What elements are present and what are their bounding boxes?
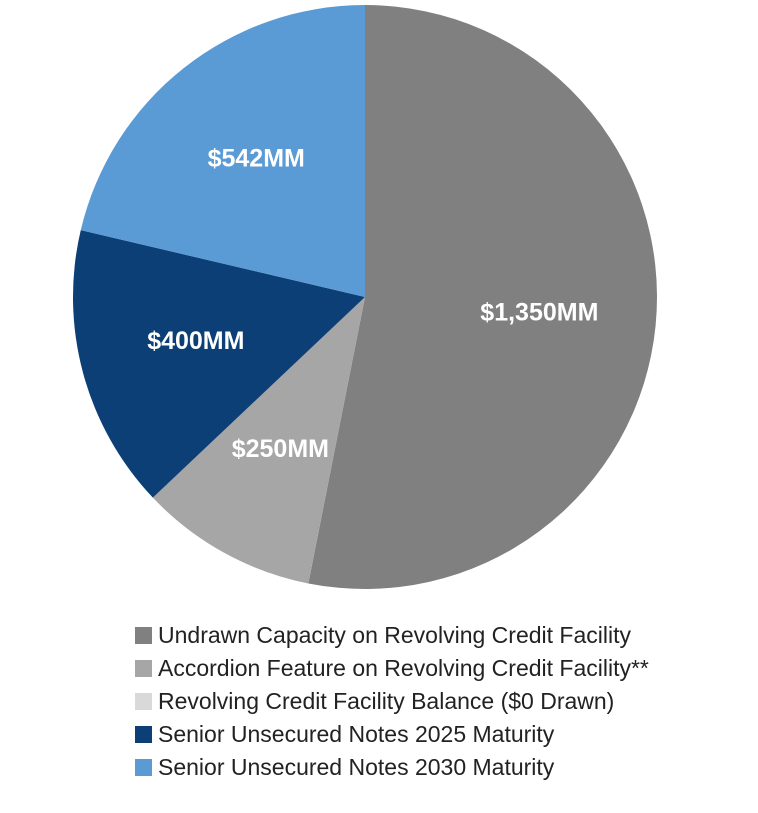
legend-label: Undrawn Capacity on Revolving Credit Fac… xyxy=(158,622,631,648)
legend-swatch xyxy=(135,693,152,710)
legend-label: Accordion Feature on Revolving Credit Fa… xyxy=(158,655,649,681)
legend-label: Senior Unsecured Notes 2030 Maturity xyxy=(158,754,555,780)
legend-swatch xyxy=(135,627,152,644)
pie-slice xyxy=(73,230,365,498)
value-label: $542MM xyxy=(208,144,305,172)
pie-slice xyxy=(80,5,366,297)
legend-swatch xyxy=(135,726,152,743)
pie-slice xyxy=(308,5,658,589)
legend-swatch xyxy=(135,660,152,677)
value-label: $1,350MM xyxy=(480,299,598,327)
legend-label: Senior Unsecured Notes 2025 Maturity xyxy=(158,721,555,747)
value-label: $250MM xyxy=(232,435,329,463)
pie-slice xyxy=(152,297,365,584)
value-label: $400MM xyxy=(147,327,244,355)
legend-swatch xyxy=(135,759,152,776)
legend-label: Revolving Credit Facility Balance ($0 Dr… xyxy=(158,688,614,714)
